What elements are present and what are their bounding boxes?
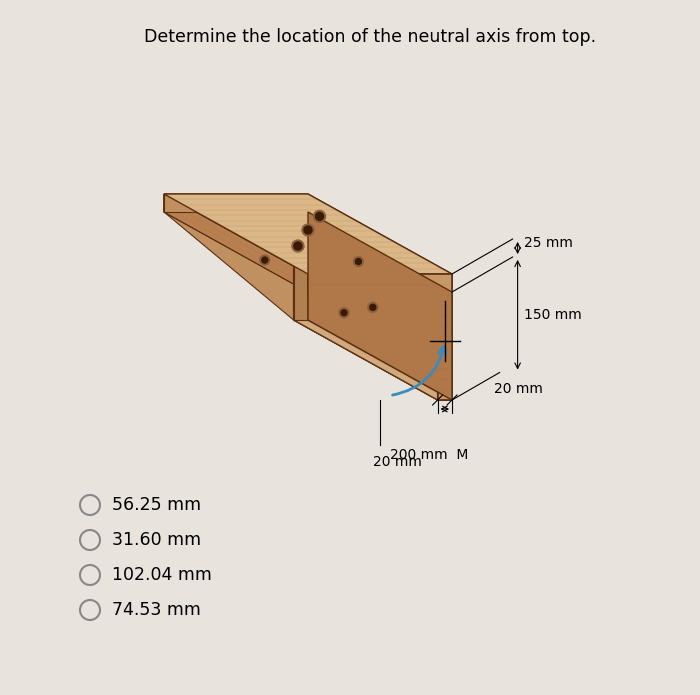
- Circle shape: [260, 255, 270, 265]
- Text: Determine the location of the neutral axis from top.: Determine the location of the neutral ax…: [144, 28, 596, 46]
- Polygon shape: [308, 274, 452, 400]
- Circle shape: [294, 242, 302, 250]
- FancyArrowPatch shape: [393, 346, 446, 395]
- Circle shape: [368, 302, 378, 312]
- Polygon shape: [293, 212, 308, 320]
- Polygon shape: [164, 194, 308, 212]
- Text: 20 mm: 20 mm: [494, 382, 543, 396]
- Circle shape: [302, 224, 314, 236]
- Polygon shape: [308, 212, 452, 400]
- Text: 25 mm: 25 mm: [524, 236, 573, 250]
- Polygon shape: [164, 194, 452, 274]
- Polygon shape: [308, 274, 452, 400]
- Circle shape: [314, 211, 326, 222]
- Circle shape: [370, 304, 376, 310]
- Polygon shape: [164, 194, 452, 274]
- Circle shape: [316, 213, 323, 220]
- Text: 74.53 mm: 74.53 mm: [112, 601, 201, 619]
- Circle shape: [339, 308, 349, 318]
- Circle shape: [292, 240, 304, 252]
- Circle shape: [341, 310, 347, 316]
- Text: 31.60 mm: 31.60 mm: [112, 531, 201, 549]
- Polygon shape: [293, 320, 452, 400]
- Circle shape: [262, 257, 268, 263]
- Polygon shape: [164, 194, 308, 292]
- Polygon shape: [293, 212, 438, 400]
- Polygon shape: [164, 212, 438, 292]
- Text: 102.04 mm: 102.04 mm: [112, 566, 212, 584]
- Polygon shape: [164, 194, 438, 400]
- Circle shape: [354, 256, 363, 266]
- Polygon shape: [308, 212, 452, 400]
- Circle shape: [304, 226, 312, 234]
- Polygon shape: [164, 212, 438, 400]
- Text: 56.25 mm: 56.25 mm: [112, 496, 201, 514]
- Text: 150 mm: 150 mm: [524, 308, 582, 322]
- Circle shape: [356, 259, 361, 265]
- Polygon shape: [164, 194, 308, 292]
- Text: 200 mm  M: 200 mm M: [390, 448, 468, 462]
- Text: 20 mm: 20 mm: [372, 455, 421, 469]
